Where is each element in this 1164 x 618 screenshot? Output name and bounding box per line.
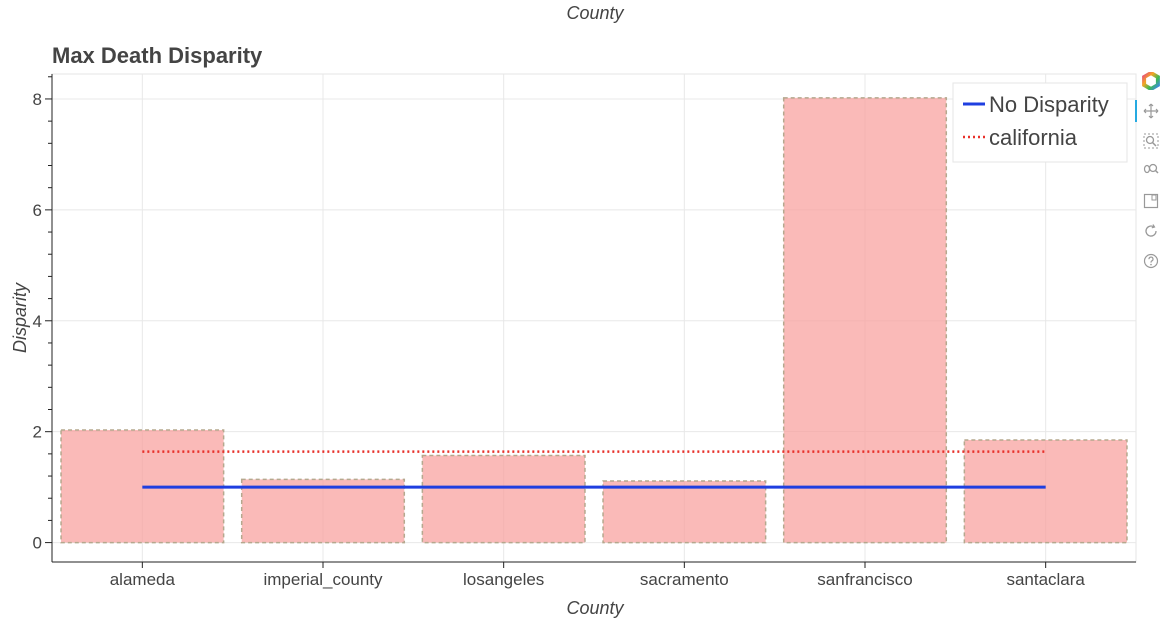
bar-sacramento — [602, 480, 767, 544]
legend: No Disparity california — [952, 82, 1128, 163]
legend-box — [952, 82, 1128, 163]
y-axis-ticks: 0 2 4 6 8 — [33, 76, 52, 553]
chart-title: Max Death Disparity — [52, 43, 263, 68]
wheel-zoom-tool-icon — [1143, 161, 1159, 177]
x-axis-label: County — [566, 598, 624, 618]
wheel-zoom-tool-button[interactable] — [1138, 156, 1164, 182]
bars — [60, 97, 1128, 544]
bar-imperial_county — [240, 478, 406, 544]
pan-tool-button[interactable] — [1135, 98, 1164, 124]
help-tool-icon — [1143, 253, 1159, 269]
x-tick-label: alameda — [110, 570, 176, 589]
x-tick-label: imperial_county — [263, 570, 383, 589]
reset-tool-button[interactable] — [1138, 218, 1164, 244]
y-tick-label: 2 — [33, 423, 42, 442]
x-axis-ticks: alameda imperial_county losangeles sacramen… — [110, 562, 1085, 589]
y-tick-label: 6 — [33, 201, 42, 220]
y-axis-label: Disparity — [10, 282, 30, 353]
save-tool-icon — [1143, 193, 1159, 209]
reset-tool-icon — [1143, 223, 1159, 239]
y-tick-label: 4 — [33, 312, 42, 331]
bar-santaclara — [963, 439, 1128, 544]
top-cut-axis-label: County — [566, 3, 624, 23]
reference-lines — [142, 450, 1046, 489]
y-tick-label: 0 — [33, 534, 42, 553]
bokeh-logo-button[interactable] — [1138, 68, 1164, 94]
bokeh-logo-icon — [1142, 72, 1160, 90]
bar-sanfrancisco — [782, 97, 948, 544]
chart-toolbar — [1135, 68, 1164, 278]
y-tick-label: 8 — [33, 90, 42, 109]
box-zoom-tool-icon — [1143, 133, 1159, 149]
active-tool-indicator — [1135, 100, 1137, 122]
x-tick-label: santaclara — [1006, 570, 1085, 589]
legend-label: No Disparity — [989, 92, 1109, 117]
help-tool-button[interactable] — [1138, 248, 1164, 274]
save-tool-button[interactable] — [1138, 188, 1164, 214]
x-tick-label: sacramento — [640, 570, 729, 589]
legend-label: california — [989, 125, 1078, 150]
pan-tool-icon — [1143, 103, 1159, 119]
x-tick-label: losangeles — [463, 570, 544, 589]
x-tick-label: sanfrancisco — [817, 570, 912, 589]
bar-losangeles — [421, 454, 586, 544]
box-zoom-tool-button[interactable] — [1138, 128, 1164, 154]
